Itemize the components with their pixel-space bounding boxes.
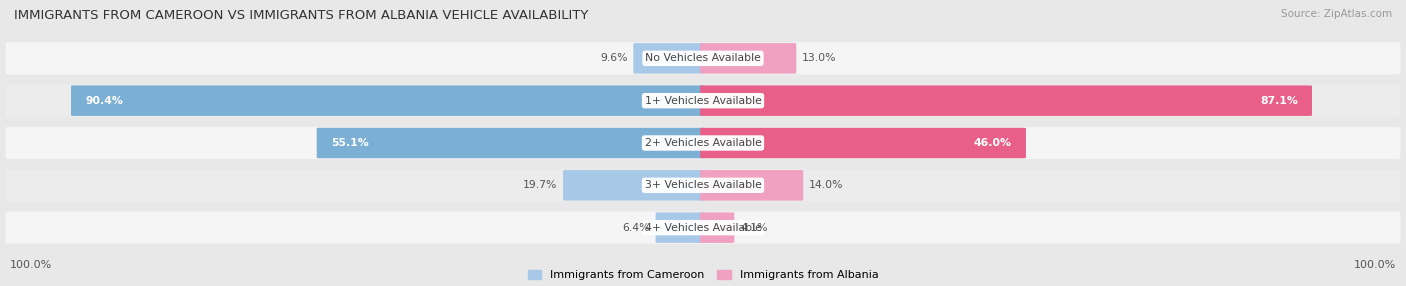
FancyBboxPatch shape	[6, 42, 1400, 74]
FancyBboxPatch shape	[633, 43, 706, 74]
Text: 14.0%: 14.0%	[808, 180, 844, 190]
Text: 9.6%: 9.6%	[600, 53, 627, 63]
FancyBboxPatch shape	[316, 128, 706, 158]
Text: 2+ Vehicles Available: 2+ Vehicles Available	[644, 138, 762, 148]
Text: 3+ Vehicles Available: 3+ Vehicles Available	[644, 180, 762, 190]
Text: IMMIGRANTS FROM CAMEROON VS IMMIGRANTS FROM ALBANIA VEHICLE AVAILABILITY: IMMIGRANTS FROM CAMEROON VS IMMIGRANTS F…	[14, 9, 589, 21]
FancyBboxPatch shape	[700, 128, 1026, 158]
FancyBboxPatch shape	[700, 170, 803, 200]
FancyBboxPatch shape	[72, 86, 706, 116]
Text: 6.4%: 6.4%	[623, 223, 650, 233]
Text: 4.1%: 4.1%	[740, 223, 768, 233]
FancyBboxPatch shape	[700, 86, 1312, 116]
Legend: Immigrants from Cameroon, Immigrants from Albania: Immigrants from Cameroon, Immigrants fro…	[527, 270, 879, 281]
Text: 19.7%: 19.7%	[523, 180, 557, 190]
Text: 1+ Vehicles Available: 1+ Vehicles Available	[644, 96, 762, 106]
FancyBboxPatch shape	[562, 170, 706, 200]
FancyBboxPatch shape	[700, 212, 734, 243]
FancyBboxPatch shape	[6, 85, 1400, 117]
Text: 87.1%: 87.1%	[1260, 96, 1298, 106]
Text: Source: ZipAtlas.com: Source: ZipAtlas.com	[1281, 9, 1392, 19]
FancyBboxPatch shape	[6, 212, 1400, 244]
Text: 4+ Vehicles Available: 4+ Vehicles Available	[644, 223, 762, 233]
Text: 100.0%: 100.0%	[1354, 260, 1396, 270]
FancyBboxPatch shape	[700, 43, 796, 74]
FancyBboxPatch shape	[6, 169, 1400, 201]
FancyBboxPatch shape	[655, 212, 706, 243]
FancyBboxPatch shape	[6, 127, 1400, 159]
Text: 90.4%: 90.4%	[86, 96, 122, 106]
Text: 100.0%: 100.0%	[10, 260, 52, 270]
Text: No Vehicles Available: No Vehicles Available	[645, 53, 761, 63]
Text: 46.0%: 46.0%	[974, 138, 1012, 148]
Text: 13.0%: 13.0%	[801, 53, 837, 63]
Text: 55.1%: 55.1%	[330, 138, 368, 148]
